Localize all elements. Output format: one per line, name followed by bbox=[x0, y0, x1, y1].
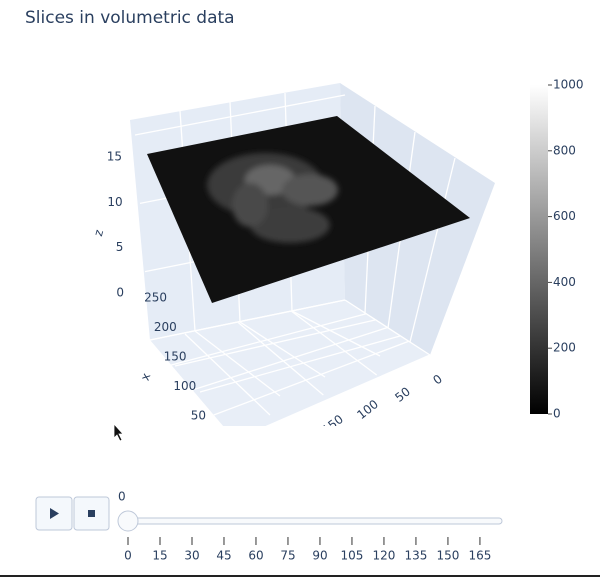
play-button[interactable] bbox=[35, 496, 73, 531]
z-tick-label: 0 bbox=[116, 286, 124, 300]
colorbar-tick-label: 0 bbox=[553, 407, 561, 421]
play-icon bbox=[50, 508, 59, 519]
z-grid-line bbox=[134, 94, 346, 136]
colorbar-tick-label: 1000 bbox=[553, 78, 584, 92]
x-grid-line bbox=[265, 354, 431, 426]
y-grid-line bbox=[237, 322, 324, 396]
slider-handle[interactable] bbox=[117, 510, 139, 532]
x-tick-label: 100 bbox=[173, 379, 196, 393]
y-grid-line bbox=[344, 299, 431, 356]
slider-tick-label: 120 bbox=[373, 549, 396, 563]
slider-tick-label: 15 bbox=[152, 549, 167, 563]
x-tick-label: 250 bbox=[144, 291, 167, 305]
y-grid-line bbox=[291, 310, 378, 376]
x-grid-line bbox=[149, 299, 346, 341]
slice-image bbox=[207, 153, 338, 243]
z-tick-label: 10 bbox=[107, 195, 122, 209]
floor bbox=[150, 300, 430, 426]
y-grid-line bbox=[184, 333, 271, 416]
colorbar-tick-label: 800 bbox=[553, 143, 576, 157]
x-tick-label: 50 bbox=[191, 409, 206, 423]
slider-current-value: 0 bbox=[118, 490, 126, 504]
slider-rail[interactable] bbox=[123, 517, 503, 525]
mouse-cursor bbox=[113, 422, 124, 442]
z-axis-title: z bbox=[91, 228, 106, 238]
slider-tick-label: 90 bbox=[312, 549, 327, 563]
slider-tick-label: 105 bbox=[341, 549, 364, 563]
slider-tick-label: 30 bbox=[184, 549, 199, 563]
x-tick-label: 200 bbox=[154, 320, 177, 334]
z-tick-label: 5 bbox=[116, 240, 124, 254]
slider-tick-label: 45 bbox=[216, 549, 231, 563]
slider-tick-label: 0 bbox=[124, 549, 132, 563]
chart-title: Slices in volumetric data bbox=[25, 8, 235, 28]
slider-tick-label: 60 bbox=[248, 549, 263, 563]
stop-button[interactable] bbox=[73, 496, 110, 531]
slider-tick-label: 135 bbox=[404, 549, 427, 563]
x-tick-label: 150 bbox=[164, 350, 187, 364]
colorbar-tick-label: 200 bbox=[553, 341, 576, 355]
colorbar-tick-label: 600 bbox=[553, 209, 576, 223]
colorbar bbox=[530, 85, 548, 414]
x-axis-title: x bbox=[138, 371, 154, 382]
slider-tick-label: 75 bbox=[280, 549, 295, 563]
x-grid-line bbox=[171, 313, 367, 366]
slider-tick-label: 150 bbox=[436, 549, 459, 563]
z-tick-label: 15 bbox=[107, 150, 122, 164]
slider-tick-label: 165 bbox=[468, 549, 491, 563]
x-grid-line bbox=[213, 340, 409, 416]
x-grid-line bbox=[192, 326, 388, 391]
colorbar-tick-label: 400 bbox=[553, 275, 576, 289]
stop-icon bbox=[88, 510, 95, 517]
